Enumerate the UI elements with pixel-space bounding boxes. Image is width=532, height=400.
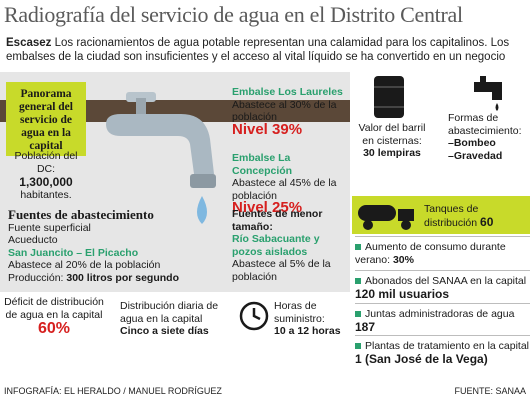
menor-desc: Abastece al 5% de la población: [232, 258, 331, 283]
green-square-icon: [355, 278, 361, 285]
formas-l1: –Bombeo: [448, 137, 496, 149]
intro-body: Los racionamientos de agua potable repre…: [6, 37, 510, 63]
intro-text: Escasez Los racionamientos de agua potab…: [6, 36, 526, 64]
green-square-icon: [355, 244, 361, 251]
truck-icon: [358, 205, 414, 230]
abonados-value: 120 mil usuarios: [355, 286, 450, 301]
production-value: 300 litros por segundo: [66, 271, 179, 284]
population-unit: habitantes.: [20, 189, 72, 201]
fuentes-line3: Abastece al 20% de la población: [8, 259, 161, 271]
distribucion-block: Distribución diaria de agua en la capita…: [120, 300, 230, 338]
consumo-row: Aumento de consumo durante verano: 30%: [355, 236, 530, 266]
page-title: Radiografía del servicio de agua en el D…: [4, 2, 463, 27]
formas-block: Formas de abastecimiento: –Bombeo –Grave…: [448, 112, 530, 162]
laureles-desc: Abastece al 30% de la población: [232, 98, 337, 124]
consumo-label: Aumento de consumo durante verano:: [355, 241, 506, 266]
bottom-area: [0, 292, 350, 382]
barril-label: Valor del barril en cisternas:: [358, 122, 426, 147]
population-value: 1,300,000: [19, 175, 73, 189]
panorama-box: Panorama general del servicio de agua en…: [6, 82, 86, 156]
plantas-row: Plantas de tratamiento en la capital 1 (S…: [355, 335, 530, 366]
deficit-label: Déficit de distribución de agua en la ca…: [4, 296, 104, 321]
embalse-concepcion: Embalse La Concepción Abastece al 45% de…: [232, 152, 350, 215]
deficit-value: 60%: [37, 320, 71, 337]
faucet-icon: [106, 92, 216, 224]
juntas-value: 187: [355, 319, 376, 334]
abonados-row: Abonados del SANAA en la capital 120 mil…: [355, 270, 530, 301]
abonados-label: Abonados del SANAA en la capital: [365, 275, 527, 287]
horas-value: 10 a 12 horas: [274, 325, 341, 337]
embalse-laureles: Embalse Los Laureles Abastece al 30% de …: [232, 86, 350, 136]
population-block: Población del DC: 1,300,000 habitantes.: [10, 150, 82, 202]
menor-green: Río Sabacuante y pozos aislados: [232, 233, 320, 258]
barril-value: 30 lempiras: [363, 147, 421, 159]
plantas-value: 1 (San José de la Vega): [355, 351, 488, 366]
laureles-name: Embalse Los Laureles: [232, 86, 343, 98]
menor-heading: Fuentes de menor tamaño:: [232, 208, 323, 233]
fuentes-line1: Fuente superficial: [8, 221, 91, 234]
fuentes-line2: Acueducto: [8, 234, 58, 246]
concepcion-name: Embalse La Concepción: [232, 152, 293, 177]
small-faucet-icon: [474, 76, 502, 111]
clock-icon: [239, 301, 269, 331]
plantas-label: Plantas de tratamiento en la capital: [365, 340, 530, 352]
tanques-text: Tanques de distribución 60: [424, 203, 528, 229]
fuentes-green: San Juancito – El Picacho: [8, 246, 139, 259]
horas-block: Horas de suministro: 10 a 12 horas: [274, 300, 350, 338]
deficit-block: Déficit de distribución de agua en la ca…: [4, 296, 104, 336]
concepcion-nivel: Nivel 25%: [232, 199, 303, 216]
horas-label: Horas de suministro:: [274, 300, 325, 325]
concepcion-desc: Abastece al 45% de la población: [232, 177, 337, 202]
juntas-row: Juntas administradoras de agua 187: [355, 303, 530, 334]
intro-lead: Escasez: [6, 37, 52, 49]
tanques-value: 60: [480, 214, 494, 229]
green-square-icon: [355, 311, 361, 318]
fuentes-block: Fuentes de abastecimiento Fuente superfi…: [8, 207, 238, 285]
consumo-value: 30%: [392, 253, 414, 266]
footer: INFOGRAFÍA: EL HERALDO / MANUEL RODRÍGUE…: [0, 382, 532, 400]
distribucion-label: Distribución diaria de agua en la capita…: [120, 300, 219, 325]
formas-label: Formas de abastecimiento:: [448, 112, 522, 137]
fuentes-heading: Fuentes de abastecimiento: [8, 207, 154, 222]
green-square-icon: [355, 343, 361, 350]
population-label: Población del DC:: [14, 150, 78, 175]
fuentes-production: Producción: 300 litros por segundo: [8, 272, 238, 285]
production-label: Producción:: [8, 271, 67, 284]
footer-source: FUENTE: SANAA: [454, 386, 526, 396]
laureles-nivel: Nivel 39%: [232, 120, 303, 138]
menor-block: Fuentes de menor tamaño: Río Sabacuante …: [232, 208, 352, 283]
barrel-icon: [374, 76, 404, 118]
pipe-band: [0, 100, 350, 122]
barril-block: Valor del barril en cisternas: 30 lempir…: [356, 122, 428, 160]
juntas-label: Juntas administradoras de agua: [365, 308, 515, 320]
distribucion-value: Cinco a siete días: [120, 325, 209, 337]
tanques-label: Tanques de distribución: [424, 203, 479, 229]
footer-credit: INFOGRAFÍA: EL HERALDO / MANUEL RODRÍGUE…: [4, 386, 222, 396]
formas-l2: –Gravedad: [448, 149, 503, 162]
